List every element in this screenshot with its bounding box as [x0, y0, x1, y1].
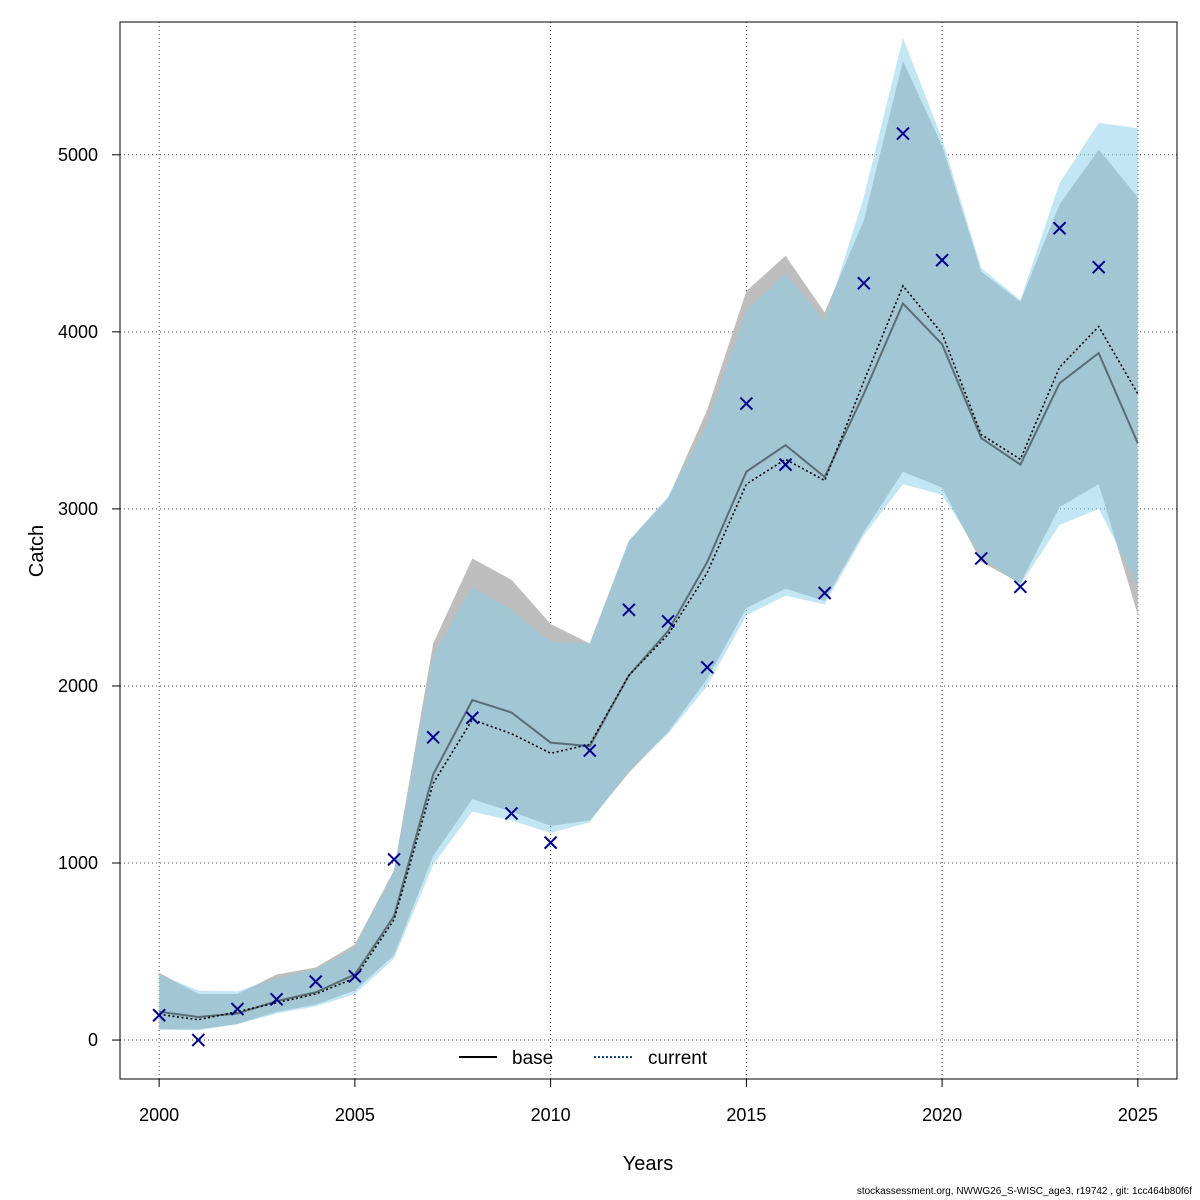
observed-point [309, 974, 323, 989]
line-base [159, 301, 1139, 1019]
plot-frame [119, 21, 1178, 1080]
observed-point [1052, 221, 1067, 235]
y-tick-label: 1000 [58, 853, 98, 873]
x-tick-label: 2010 [531, 1105, 571, 1125]
observed-point [817, 586, 832, 600]
y-tick-label: 2000 [58, 676, 98, 696]
observed-point [739, 396, 754, 411]
x-tick-label: 2015 [726, 1105, 766, 1125]
observed-point [778, 457, 793, 472]
observed-point [348, 969, 362, 984]
legend-label-current: current [648, 1048, 708, 1069]
observed-point [1091, 260, 1106, 274]
legend-label-base: base [512, 1048, 553, 1069]
observed-point [622, 603, 636, 617]
y-axis-title: Catch [26, 525, 48, 577]
observed-point [543, 835, 558, 850]
observed-point [465, 711, 480, 725]
x-axis: 2000 2005 2010 2015 2020 2025 [139, 1079, 1158, 1125]
footer-credit: stockassessment.org, NWWG26_S-WISC_age3,… [856, 1186, 1192, 1197]
observed-point [387, 852, 401, 867]
observed-point [1013, 580, 1028, 594]
series-lines [159, 284, 1139, 1021]
observed-point [504, 806, 519, 821]
line-current [159, 284, 1139, 1021]
observed-point [152, 1008, 166, 1022]
observed-point [426, 730, 440, 744]
y-tick-label: 5000 [58, 145, 98, 165]
x-tick-label: 2005 [335, 1105, 375, 1125]
observed-point [230, 1002, 245, 1016]
observed-point [857, 276, 871, 290]
legend: base current [459, 1048, 708, 1069]
observed-point [661, 614, 675, 629]
y-axis: 0 1000 2000 3000 4000 5000 [58, 145, 120, 1050]
x-tick-label: 2020 [922, 1105, 962, 1125]
observed-point [583, 743, 597, 758]
x-axis-title: Years [623, 1153, 673, 1175]
observed-point [269, 992, 284, 1007]
observed-point [974, 551, 988, 566]
observed-point [896, 126, 910, 141]
x-tick-label: 2025 [1118, 1105, 1158, 1125]
x-tick-label: 2000 [139, 1105, 179, 1125]
observed-point [700, 660, 714, 675]
observed-point [191, 1033, 206, 1047]
observed-point [935, 253, 949, 267]
confidence-bands [159, 37, 1138, 1031]
y-tick-label: 3000 [58, 499, 98, 519]
y-tick-label: 0 [88, 1030, 98, 1050]
band-current [159, 37, 1138, 1031]
y-tick-label: 4000 [58, 322, 98, 342]
observed-points [152, 126, 1106, 1047]
